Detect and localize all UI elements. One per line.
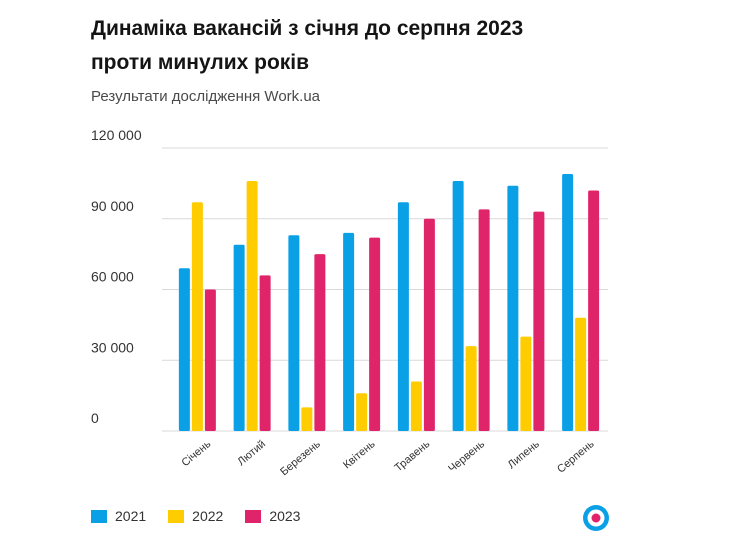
bar-2021 — [452, 181, 464, 431]
legend-item-2022: 2022 — [168, 508, 223, 524]
bar-2021 — [288, 235, 300, 431]
x-tick-label: Травень — [392, 438, 432, 474]
title-line-2: проти минулих років — [91, 51, 310, 74]
chart-subtitle: Результати дослідження Work.ua — [91, 88, 321, 105]
legend-item-2023: 2023 — [245, 508, 300, 524]
logo-center-dot — [591, 513, 601, 523]
chart-legend: 2021 2022 2023 — [91, 508, 322, 524]
bar-2021 — [507, 185, 519, 431]
bar-2023 — [259, 275, 271, 431]
bar-2021 — [343, 232, 355, 431]
x-tick-label: Квітень — [341, 438, 378, 471]
legend-label-2022: 2022 — [192, 508, 224, 524]
bar-2023 — [369, 237, 381, 431]
bar-2022 — [410, 381, 422, 431]
x-tick-label: Червень — [446, 438, 487, 475]
bar-2023 — [478, 209, 490, 431]
title-line-1: Динаміка вакансій з січня до серпня 2023 — [91, 17, 524, 40]
bar-2021 — [562, 173, 574, 432]
legend-label-2021: 2021 — [115, 508, 147, 524]
x-tick-label: Липень — [506, 438, 542, 471]
y-tick-label: 30 000 — [91, 339, 134, 355]
x-tick-label: Січень — [180, 438, 214, 469]
x-tick-label: Березень — [278, 438, 323, 478]
bar-2022 — [465, 346, 477, 431]
bar-2023 — [423, 218, 435, 431]
bar-2021 — [233, 244, 245, 431]
bar-2022 — [246, 181, 258, 431]
bar-2021 — [178, 268, 190, 431]
bar-2023 — [204, 289, 216, 431]
bar-2023 — [533, 211, 545, 431]
legend-swatch-2021 — [91, 509, 107, 523]
bar-2023 — [314, 254, 326, 431]
bar-chart: 0 30 000 60 000 90 000 120 000 Січень Лютий Бер… — [91, 127, 608, 478]
bar-2022 — [356, 393, 368, 431]
y-tick-label: 0 — [91, 410, 99, 426]
legend-swatch-2023 — [245, 509, 262, 523]
bar-2023 — [588, 190, 600, 431]
bar-2022 — [301, 407, 313, 431]
legend-item-2021: 2021 — [91, 508, 146, 524]
legend-label-2023: 2023 — [269, 508, 301, 524]
workua-logo-icon — [583, 505, 609, 531]
x-tick-label: Серпень — [555, 438, 597, 476]
bar-2022 — [575, 317, 587, 431]
y-tick-label: 90 000 — [91, 198, 134, 214]
x-tick-label: Лютий — [235, 438, 268, 468]
y-tick-label: 120 000 — [91, 127, 142, 143]
y-tick-label: 60 000 — [91, 269, 134, 285]
bar-2022 — [520, 336, 532, 431]
chart-title: Динаміка вакансій з січня до серпня 2023… — [91, 12, 651, 80]
legend-swatch-2022 — [168, 509, 185, 523]
bar-2022 — [191, 202, 203, 431]
bar-2021 — [397, 202, 409, 431]
